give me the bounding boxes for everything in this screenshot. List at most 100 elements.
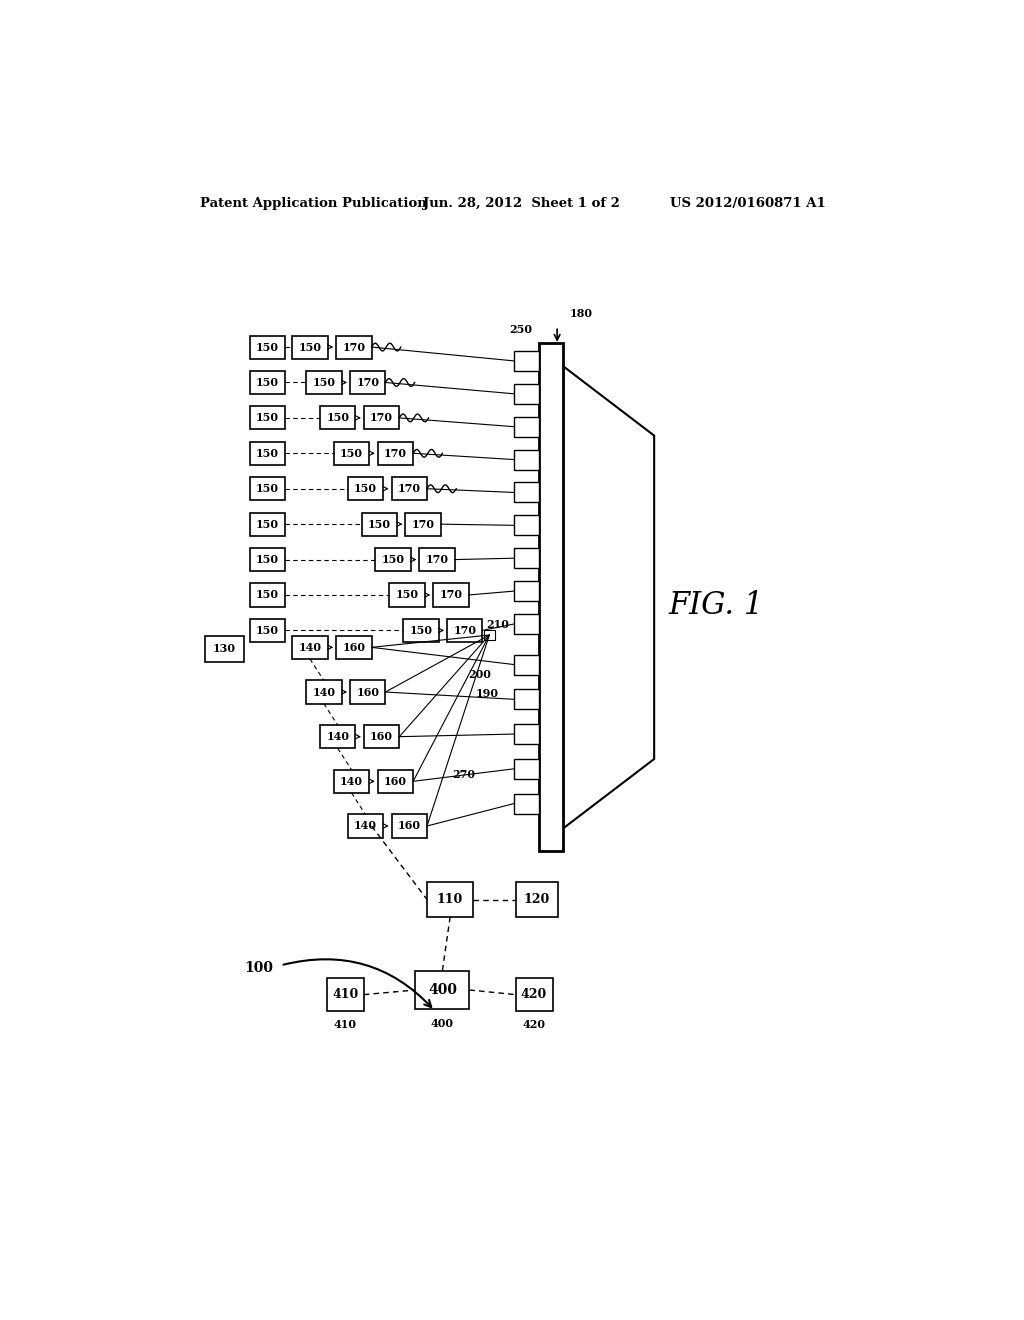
Bar xyxy=(292,636,328,659)
Bar xyxy=(515,882,558,917)
Text: 110: 110 xyxy=(437,894,463,906)
Bar xyxy=(514,450,539,470)
Bar xyxy=(250,478,286,500)
Text: 170: 170 xyxy=(397,483,421,494)
Bar xyxy=(514,482,539,503)
Bar xyxy=(336,636,372,659)
Bar xyxy=(514,689,539,709)
Text: 150: 150 xyxy=(382,554,404,565)
Text: 150: 150 xyxy=(256,483,280,494)
Bar xyxy=(419,548,455,572)
Text: 420: 420 xyxy=(521,989,547,1001)
Text: 150: 150 xyxy=(256,342,280,352)
Bar xyxy=(416,970,469,1010)
Text: 410: 410 xyxy=(334,1019,357,1030)
Bar xyxy=(348,814,383,838)
Bar xyxy=(514,725,539,744)
Bar xyxy=(514,384,539,404)
Bar xyxy=(336,335,372,359)
FancyArrowPatch shape xyxy=(284,960,431,1007)
Text: 150: 150 xyxy=(256,624,280,636)
Bar xyxy=(205,636,244,663)
Text: 150: 150 xyxy=(354,483,377,494)
Bar xyxy=(514,417,539,437)
Text: 100: 100 xyxy=(244,961,273,975)
Bar xyxy=(447,619,482,642)
Text: 170: 170 xyxy=(356,378,379,388)
Text: 140: 140 xyxy=(327,731,349,742)
Text: 130: 130 xyxy=(213,643,236,655)
Text: 120: 120 xyxy=(523,894,550,906)
Text: 410: 410 xyxy=(332,989,358,1001)
Text: 140: 140 xyxy=(312,686,335,697)
Text: 170: 170 xyxy=(454,624,476,636)
Text: 420: 420 xyxy=(522,1019,546,1030)
Bar xyxy=(250,619,286,642)
Text: 210: 210 xyxy=(486,619,509,630)
Text: 150: 150 xyxy=(256,590,280,601)
Text: 170: 170 xyxy=(426,554,449,565)
Text: 170: 170 xyxy=(370,412,393,424)
Text: 190: 190 xyxy=(475,688,499,700)
Bar xyxy=(250,583,286,607)
Text: Jun. 28, 2012  Sheet 1 of 2: Jun. 28, 2012 Sheet 1 of 2 xyxy=(423,197,621,210)
Text: 160: 160 xyxy=(397,821,421,832)
Bar xyxy=(350,681,385,704)
Bar xyxy=(484,630,495,640)
Bar xyxy=(514,515,539,536)
Bar xyxy=(250,371,286,395)
Bar xyxy=(376,548,411,572)
Text: 160: 160 xyxy=(342,642,366,653)
Bar xyxy=(250,548,286,572)
Bar xyxy=(334,442,370,465)
Bar xyxy=(292,335,328,359)
Text: 180: 180 xyxy=(569,309,593,319)
Text: 140: 140 xyxy=(340,776,364,787)
Bar xyxy=(514,759,539,779)
Text: US 2012/0160871 A1: US 2012/0160871 A1 xyxy=(670,197,825,210)
Bar xyxy=(514,351,539,371)
Bar xyxy=(306,681,342,704)
Bar xyxy=(514,548,539,568)
Text: 160: 160 xyxy=(356,686,379,697)
Bar xyxy=(515,978,553,1011)
Text: 400: 400 xyxy=(431,1018,454,1028)
Text: 140: 140 xyxy=(298,642,322,653)
Text: 150: 150 xyxy=(256,378,280,388)
Bar xyxy=(334,770,370,793)
Text: 170: 170 xyxy=(384,447,407,459)
Text: 150: 150 xyxy=(340,447,364,459)
Bar xyxy=(514,793,539,813)
Text: Patent Application Publication: Patent Application Publication xyxy=(200,197,427,210)
Bar xyxy=(250,335,286,359)
Bar xyxy=(364,407,399,429)
Bar xyxy=(378,770,413,793)
Bar xyxy=(391,814,427,838)
Bar xyxy=(364,725,399,748)
Bar xyxy=(319,407,355,429)
Bar xyxy=(391,478,427,500)
Text: 160: 160 xyxy=(384,776,407,787)
Bar xyxy=(319,725,355,748)
Text: 150: 150 xyxy=(327,412,349,424)
Bar xyxy=(378,442,413,465)
Text: 150: 150 xyxy=(256,412,280,424)
Text: 270: 270 xyxy=(453,768,475,780)
Text: 150: 150 xyxy=(256,447,280,459)
Bar xyxy=(539,343,563,851)
Bar xyxy=(406,512,441,536)
Bar xyxy=(327,978,364,1011)
Text: 150: 150 xyxy=(368,519,391,529)
Bar xyxy=(250,442,286,465)
Text: 150: 150 xyxy=(256,554,280,565)
Bar xyxy=(514,581,539,601)
Bar xyxy=(250,512,286,536)
Polygon shape xyxy=(563,367,654,829)
Text: 200: 200 xyxy=(468,669,490,680)
Text: 150: 150 xyxy=(312,378,335,388)
Bar xyxy=(514,614,539,634)
Text: 400: 400 xyxy=(428,983,457,997)
Bar xyxy=(250,407,286,429)
Bar xyxy=(306,371,342,395)
Bar xyxy=(389,583,425,607)
